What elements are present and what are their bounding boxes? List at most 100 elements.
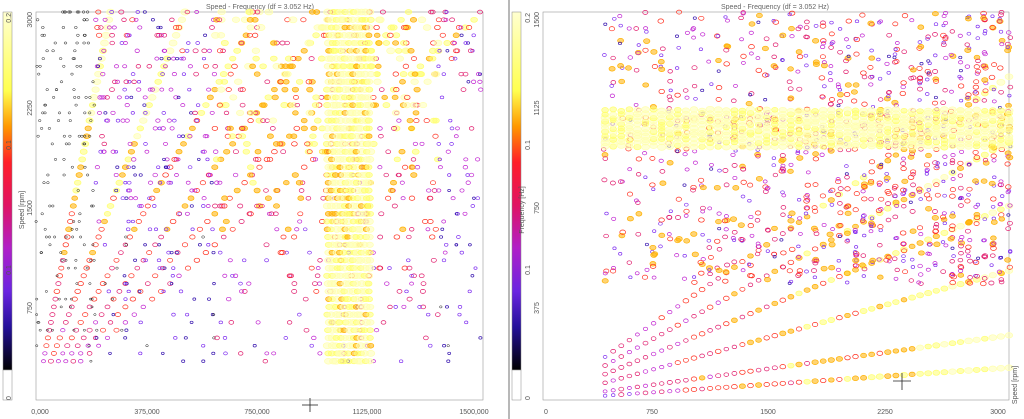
left-mark-753	[74, 179, 82, 186]
left-mark-1149	[192, 110, 198, 116]
right-mark-1832	[618, 365, 625, 370]
right-mark-2744	[830, 227, 835, 232]
left-mark-1604	[211, 31, 220, 39]
right-mark-2056	[674, 253, 680, 258]
right-mark-2180	[707, 386, 714, 391]
left-mark-49	[344, 350, 352, 357]
left-mark-1757	[184, 9, 191, 15]
right-chart-svg[interactable]: 0.2 0.1 0.1 0 Frequency [Hz] 1500 1125 7…	[510, 0, 1024, 419]
right-mark-3114	[901, 13, 909, 19]
right-mark-2679	[813, 231, 820, 237]
right-mark-3446	[958, 251, 964, 256]
right-y-tick-1125: 1125	[534, 100, 541, 115]
panel-divider[interactable]	[508, 0, 510, 419]
left-mark-831	[77, 164, 85, 170]
right-mark-2680	[812, 182, 819, 187]
right-mark-2550	[787, 86, 794, 91]
left-mark-1059	[310, 125, 318, 132]
left-mark-680	[187, 195, 195, 201]
left-mark-1258	[206, 87, 212, 92]
right-mark-2781	[836, 103, 841, 108]
left-mark-479	[91, 243, 95, 247]
left-crosshair-cursor[interactable]	[302, 398, 318, 412]
left-mark-1312	[305, 79, 313, 85]
left-mark-911	[79, 148, 88, 155]
left-mark-547	[190, 227, 195, 232]
left-mark-1308	[423, 78, 432, 85]
right-mark-2467	[771, 300, 779, 307]
right-mark-3645	[996, 364, 1006, 372]
right-mark-3297	[932, 228, 939, 235]
left-mark-1581	[154, 32, 161, 38]
right-mark-2183	[707, 328, 713, 333]
left-mark-1370	[193, 71, 199, 77]
left-mark-504	[393, 234, 401, 240]
left-mark-1219	[403, 94, 411, 100]
right-mark-3249	[926, 71, 933, 77]
left-mark-218	[457, 305, 463, 309]
right-mark-2066	[676, 45, 681, 50]
right-mark-2545	[786, 79, 793, 85]
right-mark-3016	[876, 115, 884, 121]
right-mark-1983	[658, 389, 665, 395]
right-mark-3003	[877, 274, 884, 280]
right-mark-3262	[924, 92, 930, 96]
left-mark-462	[92, 242, 99, 248]
right-mark-3492	[966, 192, 971, 197]
right-mark-2098	[684, 167, 690, 172]
left-mark-143	[77, 319, 84, 325]
left-mark-639	[366, 210, 374, 217]
left-mark-1648	[404, 24, 411, 31]
right-mark-2592	[796, 198, 802, 202]
right-mark-3648	[997, 206, 1005, 213]
right-chart-panel[interactable]: 0.2 0.1 0.1 0 Frequency [Hz] 1500 1125 7…	[510, 0, 1024, 419]
right-mark-2364	[749, 51, 754, 56]
left-mark-1693	[417, 16, 427, 24]
left-mark-1744	[217, 8, 226, 16]
right-mark-2156	[698, 270, 705, 276]
left-mark-647	[51, 204, 55, 208]
left-mark-58	[74, 343, 81, 348]
right-mark-2097	[682, 183, 687, 187]
right-mark-2589	[795, 49, 803, 55]
right-mark-2670	[813, 258, 820, 264]
right-plot-area[interactable]	[542, 11, 1010, 401]
left-mark-836	[300, 164, 308, 170]
left-mark-100	[94, 336, 99, 340]
right-mark-2614	[794, 107, 804, 114]
right-mark-2774	[836, 315, 843, 321]
left-mark-799	[447, 173, 452, 177]
right-mark-1803	[610, 359, 616, 363]
left-chart-panel[interactable]: 0.2 0.1 0.1 0 Speed [rpm] 3000 2250 1500…	[0, 0, 508, 419]
right-mark-2578	[795, 361, 803, 368]
left-mark-1553	[123, 41, 128, 45]
right-mark-2463	[762, 106, 771, 113]
right-mark-2863	[852, 207, 859, 213]
left-mark-1457	[181, 56, 186, 61]
right-mark-3049	[886, 54, 891, 59]
right-mark-1932	[644, 242, 649, 247]
right-mark-3060	[883, 106, 893, 114]
right-mark-3120	[900, 161, 907, 166]
left-mark-1006	[88, 134, 92, 138]
right-mark-3610	[990, 219, 998, 225]
right-mark-1775	[602, 355, 608, 359]
left-mark-973	[291, 141, 298, 147]
right-mark-2197	[707, 271, 713, 277]
left-mark-1036	[136, 125, 144, 132]
left-chart-svg[interactable]: 0.2 0.1 0.1 0 Speed [rpm] 3000 2250 1500…	[0, 0, 508, 419]
left-mark-628	[268, 211, 275, 217]
right-mark-1810	[610, 180, 616, 186]
right-mark-2903	[862, 173, 867, 177]
right-mark-1930	[642, 151, 648, 156]
right-mark-2756	[829, 20, 834, 25]
left-mark-435	[166, 250, 171, 255]
right-mark-2322	[739, 314, 746, 320]
right-mark-3092	[892, 214, 899, 220]
right-mark-2362	[748, 214, 754, 220]
left-mark-697	[120, 196, 126, 201]
right-mark-1782	[604, 211, 609, 216]
left-mark-1018	[187, 134, 193, 139]
left-mark-86	[80, 335, 87, 341]
right-mark-1926	[641, 274, 649, 280]
